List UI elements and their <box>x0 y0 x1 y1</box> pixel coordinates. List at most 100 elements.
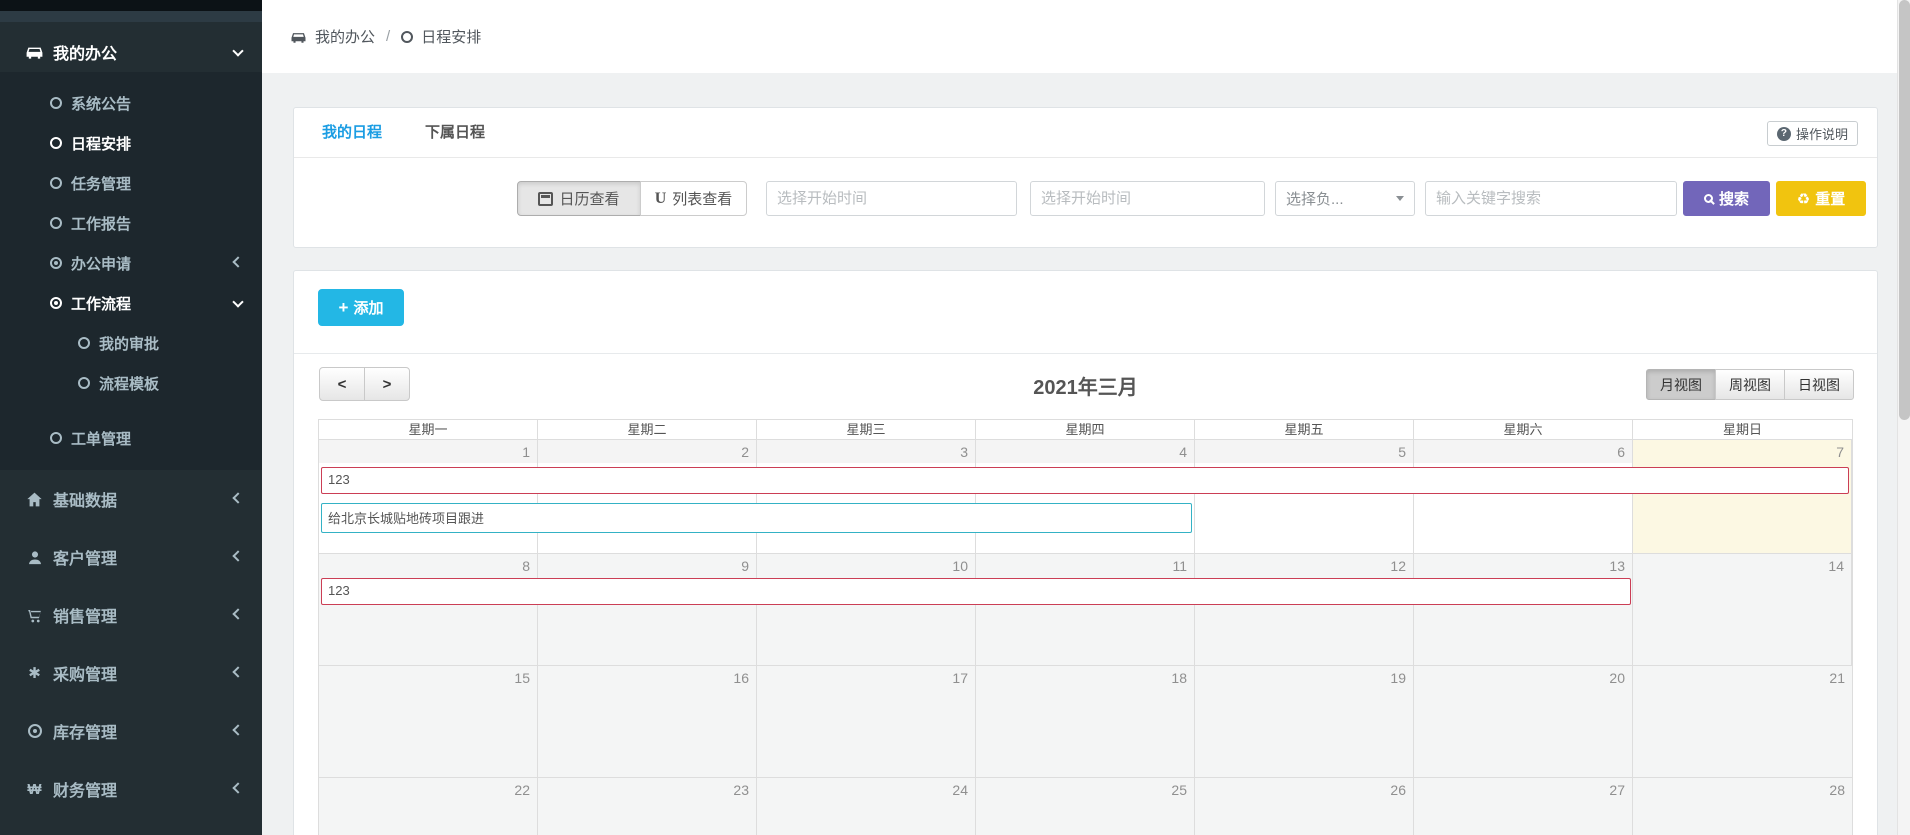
circle-icon <box>50 137 62 149</box>
day-cell[interactable]: 22 <box>319 778 538 835</box>
sidebar-item-work-order[interactable]: 工单管理 <box>0 418 262 458</box>
car-icon <box>25 44 44 60</box>
circle-icon <box>401 30 414 43</box>
weekday-header: 星期六 <box>1414 420 1633 439</box>
sidebar-item-inventory[interactable]: 库存管理 <box>0 702 262 760</box>
day-cell[interactable]: 17 <box>757 666 976 777</box>
day-cell[interactable]: 12 <box>1195 554 1414 665</box>
day-cell[interactable]: 2 <box>538 440 757 553</box>
day-view-button[interactable]: 日视图 <box>1784 369 1854 400</box>
sidebar-item-label: 客户管理 <box>53 551 118 568</box>
day-number: 27 <box>1609 782 1625 798</box>
day-cell[interactable]: 4 <box>976 440 1195 553</box>
day-cell[interactable]: 23 <box>538 778 757 835</box>
month-view-button[interactable]: 月视图 <box>1646 369 1716 400</box>
day-cell[interactable]: 11 <box>976 554 1195 665</box>
list-icon: U <box>654 189 667 207</box>
list-view-button[interactable]: U 列表查看 <box>640 181 747 216</box>
filter-toolbar: 日历查看 U 列表查看 选择负... 搜索 ♻ 重置 <box>294 158 1877 248</box>
sidebar-item-work-report[interactable]: 工作报告 <box>0 203 262 243</box>
day-cell[interactable]: 16 <box>538 666 757 777</box>
dot-circle-icon <box>25 724 44 738</box>
day-cell[interactable]: 3 <box>757 440 976 553</box>
calendar-title: 2021年三月 <box>1033 377 1138 399</box>
calendar-event[interactable]: 123 <box>321 467 1849 494</box>
sidebar-top-strip <box>0 0 262 11</box>
sidebar-item-system-notice[interactable]: 系统公告 <box>0 83 262 123</box>
day-cell-today[interactable]: 7 <box>1633 440 1852 553</box>
schedule-filter-panel: 我的日程 下属日程 ? 操作说明 日历查看 U 列表查看 选择负... 搜索 ♻… <box>293 107 1878 248</box>
scrollbar-thumb[interactable] <box>1899 0 1910 420</box>
day-number: 15 <box>514 670 530 686</box>
day-cell[interactable]: 18 <box>976 666 1195 777</box>
day-cell[interactable]: 27 <box>1414 778 1633 835</box>
sidebar-item-schedule[interactable]: 日程安排 <box>0 123 262 163</box>
day-number: 12 <box>1390 558 1406 574</box>
sidebar-item-workflow[interactable]: 工作流程 <box>0 283 262 323</box>
sidebar-item-sales[interactable]: 销售管理 <box>0 586 262 644</box>
weekday-header: 星期一 <box>319 420 538 439</box>
search-icon <box>1703 194 1713 203</box>
sidebar-item-label: 财务管理 <box>53 783 118 800</box>
next-month-button[interactable]: > <box>364 367 410 401</box>
day-cell[interactable]: 15 <box>319 666 538 777</box>
scrollbar[interactable] <box>1897 0 1910 835</box>
day-cell[interactable]: 1 <box>319 440 538 553</box>
breadcrumb-home[interactable]: 我的办公 <box>315 29 376 46</box>
day-cell[interactable]: 5 <box>1195 440 1414 553</box>
day-number: 24 <box>952 782 968 798</box>
end-time-input[interactable] <box>1030 181 1265 216</box>
day-cell[interactable]: 20 <box>1414 666 1633 777</box>
day-cell[interactable]: 26 <box>1195 778 1414 835</box>
sidebar-item-label: 日程安排 <box>71 135 132 153</box>
asterisk-icon: ✱ <box>28 665 41 682</box>
owner-select[interactable]: 选择负... <box>1275 181 1415 216</box>
keyword-input[interactable] <box>1425 181 1677 216</box>
sidebar-item-label: 工作报告 <box>71 215 132 233</box>
day-cell[interactable]: 6 <box>1414 440 1633 553</box>
week-view-button[interactable]: 周视图 <box>1715 369 1785 400</box>
sidebar-item-finance[interactable]: ₩ 财务管理 <box>0 760 262 818</box>
caret-down-icon <box>1396 196 1404 201</box>
day-cell[interactable]: 14 <box>1633 554 1852 665</box>
reset-button[interactable]: ♻ 重置 <box>1776 181 1866 216</box>
calendar-grid: 星期一 星期二 星期三 星期四 星期五 星期六 星期日 1 2 3 4 5 6 … <box>318 419 1853 835</box>
day-cell[interactable]: 28 <box>1633 778 1852 835</box>
circle-icon <box>78 377 90 389</box>
tab-my-schedule[interactable]: 我的日程 <box>322 124 383 141</box>
search-button[interactable]: 搜索 <box>1683 181 1770 216</box>
help-button[interactable]: ? 操作说明 <box>1766 121 1858 146</box>
prev-month-button[interactable]: < <box>319 367 365 401</box>
sidebar-item-my-approval[interactable]: 我的审批 <box>0 323 262 363</box>
tabs-row: 我的日程 下属日程 ? 操作说明 <box>294 108 1877 158</box>
day-number: 21 <box>1829 670 1845 686</box>
sidebar-item-label: 我的办公 <box>53 46 118 63</box>
calendar-event[interactable]: 给北京长城贴地砖项目跟进 <box>321 503 1192 533</box>
add-button[interactable]: + 添加 <box>318 289 404 326</box>
sidebar-item-purchase[interactable]: ✱ 采购管理 <box>0 644 262 702</box>
sidebar-item-my-office[interactable]: 我的办公 <box>0 32 262 72</box>
day-cell[interactable]: 21 <box>1633 666 1852 777</box>
day-cell[interactable]: 24 <box>757 778 976 835</box>
day-cell[interactable]: 10 <box>757 554 976 665</box>
sidebar-header-strip <box>0 11 262 22</box>
sidebar-item-task[interactable]: 任务管理 <box>0 163 262 203</box>
owner-select-value: 选择负... <box>1286 191 1344 208</box>
day-cell[interactable]: 25 <box>976 778 1195 835</box>
day-cell[interactable]: 8 <box>319 554 538 665</box>
calendar-event[interactable]: 123 <box>321 578 1631 605</box>
circle-icon <box>78 337 90 349</box>
chevron-left-icon <box>232 782 244 794</box>
reset-button-label: 重置 <box>1815 191 1846 208</box>
start-time-input[interactable] <box>766 181 1017 216</box>
day-number: 17 <box>952 670 968 686</box>
day-cell[interactable]: 9 <box>538 554 757 665</box>
calendar-view-button[interactable]: 日历查看 <box>517 181 641 216</box>
sidebar-item-base-data[interactable]: 基础数据 <box>0 470 262 528</box>
sidebar-item-flow-template[interactable]: 流程模板 <box>0 363 262 403</box>
tab-sub-schedule[interactable]: 下属日程 <box>425 124 486 141</box>
sidebar-item-office-apply[interactable]: 办公申请 <box>0 243 262 283</box>
day-cell[interactable]: 19 <box>1195 666 1414 777</box>
day-cell[interactable]: 13 <box>1414 554 1633 665</box>
sidebar-item-customer[interactable]: 客户管理 <box>0 528 262 586</box>
